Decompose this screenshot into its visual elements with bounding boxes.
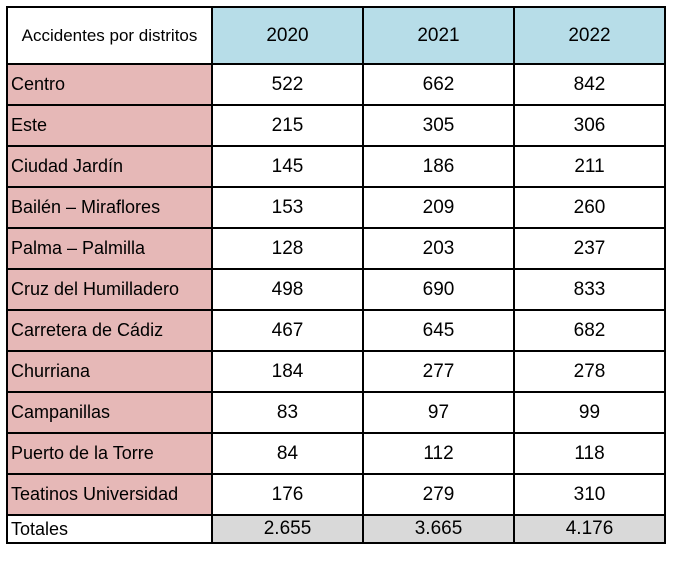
- table-body: Centro 522 662 842 Este 215 305 306 Ciudad Jardí…: [6, 63, 666, 516]
- district-name: Puerto de la Torre: [6, 432, 213, 475]
- year-header: 2020: [211, 6, 364, 65]
- table-row: Este 215 305 306: [6, 104, 666, 147]
- accident-count: 99: [513, 391, 666, 434]
- totals-label: Totales: [6, 514, 213, 544]
- table-row: Palma – Palmilla 128 203 237: [6, 227, 666, 270]
- accident-count: 84: [211, 432, 364, 475]
- table-row: Cruz del Humilladero 498 690 833: [6, 268, 666, 311]
- accident-count: 310: [513, 473, 666, 516]
- accident-count: 209: [362, 186, 515, 229]
- accident-count: 118: [513, 432, 666, 475]
- accident-count: 833: [513, 268, 666, 311]
- table-row: Bailén – Miraflores 153 209 260: [6, 186, 666, 229]
- table-row: Carretera de Cádiz 467 645 682: [6, 309, 666, 352]
- district-name: Este: [6, 104, 213, 147]
- total-value: 4.176: [513, 514, 666, 544]
- year-header: 2021: [362, 6, 515, 65]
- accident-count: 128: [211, 227, 364, 270]
- district-name: Cruz del Humilladero: [6, 268, 213, 311]
- accident-count: 645: [362, 309, 515, 352]
- accident-count: 145: [211, 145, 364, 188]
- accident-count: 305: [362, 104, 515, 147]
- accident-count: 203: [362, 227, 515, 270]
- table-row: Teatinos Universidad 176 279 310: [6, 473, 666, 516]
- accident-count: 279: [362, 473, 515, 516]
- district-name: Carretera de Cádiz: [6, 309, 213, 352]
- total-value: 2.655: [211, 514, 364, 544]
- district-name: Centro: [6, 63, 213, 106]
- accident-count: 662: [362, 63, 515, 106]
- accident-count: 277: [362, 350, 515, 393]
- accidents-table: Accidentes por distritos 2020 2021 2022 …: [6, 6, 666, 544]
- accident-count: 237: [513, 227, 666, 270]
- table-row: Churriana 184 277 278: [6, 350, 666, 393]
- district-name: Palma – Palmilla: [6, 227, 213, 270]
- accident-count: 690: [362, 268, 515, 311]
- accident-count: 211: [513, 145, 666, 188]
- district-name: Teatinos Universidad: [6, 473, 213, 516]
- district-name: Bailén – Miraflores: [6, 186, 213, 229]
- corner-header: Accidentes por distritos: [6, 6, 213, 65]
- year-header: 2022: [513, 6, 666, 65]
- totals-row: Totales 2.655 3.665 4.176: [6, 514, 666, 544]
- accident-count: 83: [211, 391, 364, 434]
- accident-count: 498: [211, 268, 364, 311]
- accident-count: 112: [362, 432, 515, 475]
- table-row: Ciudad Jardín 145 186 211: [6, 145, 666, 188]
- accident-count: 97: [362, 391, 515, 434]
- accident-count: 522: [211, 63, 364, 106]
- district-name: Ciudad Jardín: [6, 145, 213, 188]
- accident-count: 260: [513, 186, 666, 229]
- total-value: 3.665: [362, 514, 515, 544]
- accident-count: 176: [211, 473, 364, 516]
- table-row: Puerto de la Torre 84 112 118: [6, 432, 666, 475]
- table-row: Centro 522 662 842: [6, 63, 666, 106]
- table-row: Campanillas 83 97 99: [6, 391, 666, 434]
- accident-count: 153: [211, 186, 364, 229]
- accident-count: 186: [362, 145, 515, 188]
- accident-count: 842: [513, 63, 666, 106]
- accident-count: 215: [211, 104, 364, 147]
- header-row: Accidentes por distritos 2020 2021 2022: [6, 6, 666, 65]
- accident-count: 184: [211, 350, 364, 393]
- accident-count: 682: [513, 309, 666, 352]
- accident-count: 467: [211, 309, 364, 352]
- accident-count: 278: [513, 350, 666, 393]
- district-name: Churriana: [6, 350, 213, 393]
- district-name: Campanillas: [6, 391, 213, 434]
- accident-count: 306: [513, 104, 666, 147]
